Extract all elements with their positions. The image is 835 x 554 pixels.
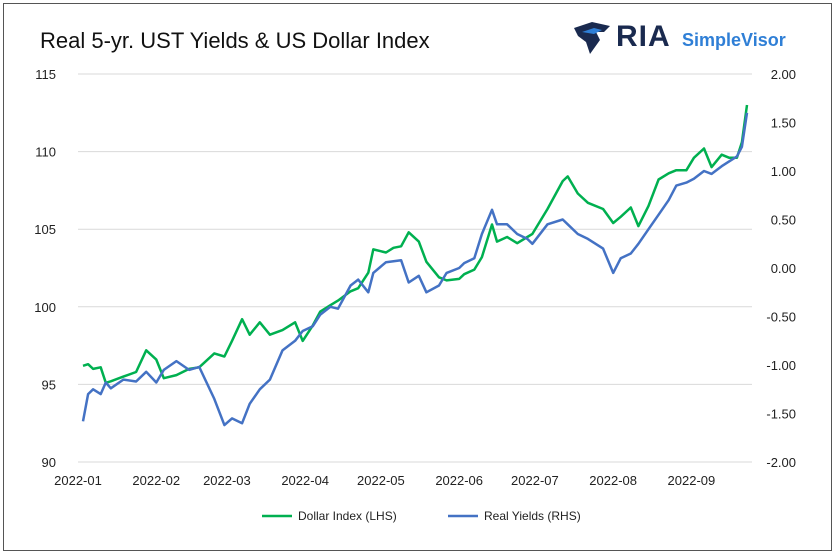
ria-logo: RIA SimpleVisor (572, 18, 802, 58)
right-tick-label: 0.00 (771, 261, 796, 276)
left-tick-label: 110 (35, 145, 56, 160)
x-tick-label: 2022-08 (589, 473, 637, 488)
right-axis: -2.00 -1.50 -1.00 -0.50 0.00 0.50 1.00 1.50 2.00 (766, 67, 796, 470)
x-tick-label: 2022-05 (357, 473, 405, 488)
right-tick-label: -0.50 (766, 310, 796, 325)
logo-product: SimpleVisor (682, 30, 786, 50)
real-yields-line (81, 112, 749, 427)
x-tick-label: 2022-09 (668, 473, 716, 488)
legend-label: Dollar Index (LHS) (298, 509, 397, 523)
right-tick-label: 0.50 (771, 213, 796, 228)
legend: Dollar Index (LHS) Real Yields (RHS) (262, 509, 581, 523)
legend-label: Real Yields (RHS) (484, 509, 581, 523)
gridlines (78, 73, 752, 463)
left-tick-label: 90 (42, 455, 56, 470)
x-tick-label: 2022-06 (435, 473, 483, 488)
right-tick-label: 1.50 (771, 116, 796, 131)
left-tick-label: 95 (42, 377, 56, 392)
left-tick-label: 100 (34, 300, 56, 315)
x-tick-label: 2022-04 (281, 473, 329, 488)
right-tick-label: 2.00 (771, 67, 796, 82)
right-tick-label: -1.50 (766, 407, 796, 422)
x-tick-label: 2022-01 (54, 473, 102, 488)
logo-brand: RIA (616, 20, 671, 53)
x-tick-label: 2022-07 (511, 473, 559, 488)
x-axis: 2022-01 2022-02 2022-03 2022-04 2022-05 2022-… (54, 473, 715, 488)
left-tick-label: 105 (34, 222, 56, 237)
left-axis: 90 95 100 105 110 115 (34, 67, 56, 470)
x-tick-label: 2022-02 (132, 473, 180, 488)
chart-title: Real 5-yr. UST Yields & US Dollar Index (40, 28, 430, 53)
left-tick-label: 115 (35, 67, 56, 82)
eagle-icon (574, 22, 610, 54)
right-tick-label: 1.00 (771, 164, 796, 179)
right-tick-label: -2.00 (766, 455, 796, 470)
dollar-index-line (82, 104, 749, 385)
series-lines (81, 104, 749, 427)
right-tick-label: -1.00 (766, 358, 796, 373)
x-tick-label: 2022-03 (203, 473, 251, 488)
